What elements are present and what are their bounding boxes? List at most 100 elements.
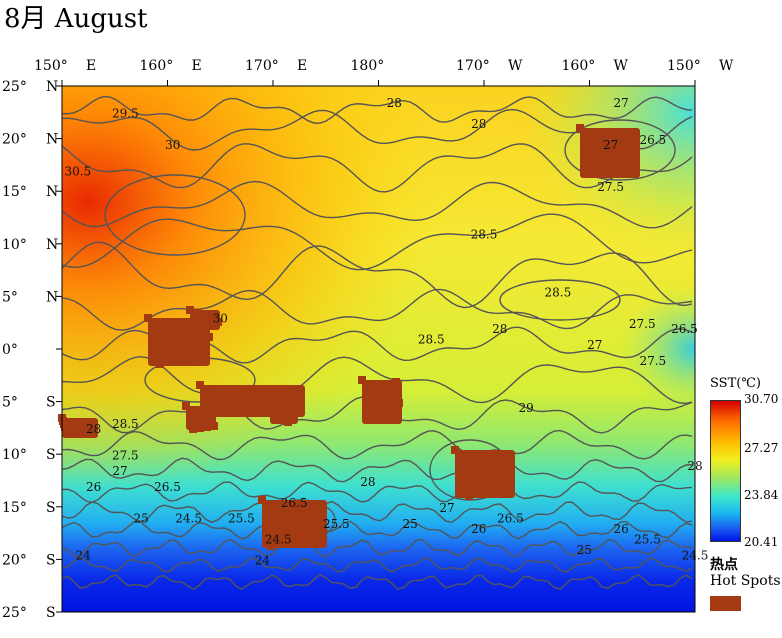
hot-spot-cell: [181, 337, 189, 345]
contour-label: 28.5: [112, 417, 139, 431]
contour-line: [61, 143, 693, 193]
hot-spot-cell: [627, 143, 635, 151]
contour-label: 27.5: [112, 448, 139, 462]
hot-spot-cell: [186, 306, 194, 314]
lat-tick-label: 15°: [2, 500, 27, 516]
hot-spot-cell: [203, 423, 211, 431]
hot-spot-cell: [613, 147, 621, 155]
lon-tick-label: 180°: [351, 58, 385, 74]
contour-label: 27: [603, 138, 618, 152]
hot-spot-cell: [590, 170, 598, 178]
hot-spot-cell: [581, 139, 589, 147]
hot-spot-cell: [284, 418, 292, 426]
contour-label: 27: [439, 501, 454, 515]
hot-spots-label-cn: 热点: [710, 557, 738, 573]
contour-label: 27.5: [639, 354, 666, 368]
hot-spot-cell: [193, 309, 201, 317]
lon-hemisphere-label: E: [297, 58, 307, 74]
color-bar-label-high: 27.27: [744, 441, 779, 455]
contour-line: [61, 500, 693, 524]
hot-spot-blob: [580, 128, 640, 178]
contour-line: [61, 288, 693, 331]
lat-hemisphere-label: S: [46, 552, 56, 568]
lat-tick-label: 25°: [2, 605, 27, 621]
hot-spot-cell: [187, 421, 195, 429]
hot-spot-cell: [270, 395, 278, 403]
hot-spot-cell: [168, 358, 176, 366]
contour-label: 27: [614, 96, 629, 110]
contour-label: 27.5: [629, 317, 656, 331]
contour-label: 28.5: [544, 285, 571, 299]
hot-spot-cell: [392, 378, 400, 386]
contour-label: 28: [492, 322, 507, 336]
lon-hemisphere-label: E: [192, 58, 202, 74]
contour-line: [61, 520, 693, 540]
contour-line: [61, 573, 693, 591]
contour-line: [61, 556, 693, 573]
hot-spot-cell: [202, 386, 210, 394]
hot-spot-cell: [274, 416, 282, 424]
hot-spots-label-en: Hot Spots: [710, 573, 781, 589]
hot-spot-cell: [63, 429, 71, 437]
lat-tick-label: 25°: [2, 79, 27, 95]
lat-hemisphere-label: N: [46, 132, 58, 148]
lat-hemisphere-label: S: [46, 500, 56, 516]
color-bar-label-min: 20.41: [744, 535, 779, 549]
lon-tick-label: 160°: [562, 58, 596, 74]
lat-tick-label: 0°: [2, 342, 18, 358]
lon-hemisphere-label: W: [614, 58, 629, 74]
contour-label: 25.5: [228, 512, 255, 526]
hot-spot-cells: [58, 124, 640, 550]
hot-spot-cell: [358, 376, 366, 384]
hot-spot-cell: [239, 409, 247, 417]
contour-label: 27: [587, 338, 602, 352]
contour-label: 26.5: [154, 480, 181, 494]
lat-tick-label: 20°: [2, 552, 27, 568]
contour-label: 28.5: [418, 333, 445, 347]
contour-label: 29: [519, 401, 534, 415]
contour-label: 30.5: [64, 164, 91, 178]
lon-tick-label: 160°: [140, 58, 174, 74]
contour-label: 26: [614, 522, 629, 536]
hot-spot-cell: [267, 542, 275, 550]
hot-spot-cell: [604, 166, 612, 174]
lon-tick-label: 150°: [667, 58, 701, 74]
hot-spot-cell: [258, 496, 266, 504]
hot-spot-cell: [144, 314, 152, 322]
hot-spot-cell: [502, 467, 510, 475]
hot-spot-cell: [456, 465, 464, 473]
contour-label: 28: [471, 117, 486, 131]
hot-spot-cell: [276, 400, 284, 408]
contour-label: 25.5: [634, 533, 661, 547]
color-bar: [710, 400, 741, 542]
contour-line: [61, 538, 693, 558]
hot-spot-cell: [200, 312, 208, 320]
contour-label: 27.5: [597, 180, 624, 194]
lon-hemisphere-label: W: [719, 58, 734, 74]
lat-hemisphere-label: S: [46, 447, 56, 463]
contour-line: [61, 457, 693, 483]
hot-spot-cell: [275, 411, 283, 419]
contour-label: 28: [387, 96, 402, 110]
longitude-axis: 150° E 160° E 170° E 180° 170° W 160° W 150° W: [34, 58, 734, 86]
lon-hemisphere-label: W: [508, 58, 523, 74]
contour-label: 28.5: [471, 228, 498, 242]
hot-spot-cell: [295, 519, 303, 527]
hot-spot-cell: [386, 380, 394, 388]
contour-label: 28: [360, 475, 375, 489]
lat-tick-label: 20°: [2, 132, 27, 148]
lon-tick-label: 150°: [34, 58, 68, 74]
contour-line: [61, 213, 693, 271]
contour-label: 25: [577, 543, 592, 557]
legend-title: SST(℃): [710, 376, 761, 391]
contour-loop: [564, 119, 676, 181]
hot-spot-cell: [465, 492, 473, 500]
contour-label: 30: [213, 312, 228, 326]
hot-spot-cell: [283, 407, 291, 415]
contour-label: 24: [75, 548, 91, 562]
hot-spot-cell: [276, 540, 284, 548]
contour-label: 25: [133, 512, 148, 526]
contour-label: 26: [86, 480, 101, 494]
lat-hemisphere-label: N: [46, 184, 58, 200]
